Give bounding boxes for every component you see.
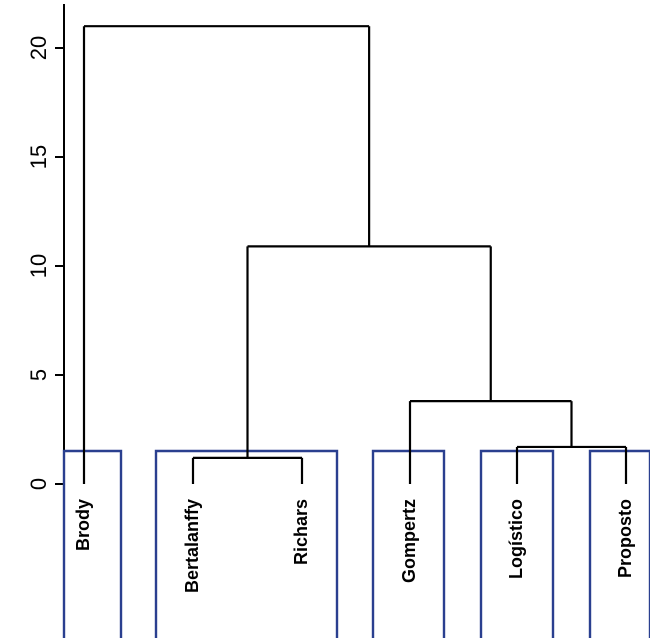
y-tick-label: 5 — [26, 369, 51, 381]
cluster-box — [588, 449, 650, 638]
y-tick-label: 20 — [26, 36, 51, 60]
leaf-label: Proposto — [615, 499, 635, 578]
y-tick-label: 10 — [26, 254, 51, 278]
leaf-label: Brody — [73, 499, 93, 551]
y-tick-label: 0 — [26, 478, 51, 490]
cluster-box — [62, 449, 123, 638]
dendrogram-branches — [82, 25, 628, 484]
cluster-box — [371, 449, 446, 638]
leaf-label: Logístico — [506, 499, 526, 579]
leaf-label: Richars — [291, 499, 311, 565]
cluster-boxes — [62, 449, 650, 638]
leaf-label: Gompertz — [399, 499, 419, 583]
y-axis: 0 5 10 15 20 — [26, 4, 65, 490]
leaf-labels: Brody Bertalanffy Richars Gompertz Logístico… — [73, 499, 635, 593]
y-tick-label: 15 — [26, 145, 51, 169]
leaf-label: Bertalanffy — [182, 499, 202, 593]
